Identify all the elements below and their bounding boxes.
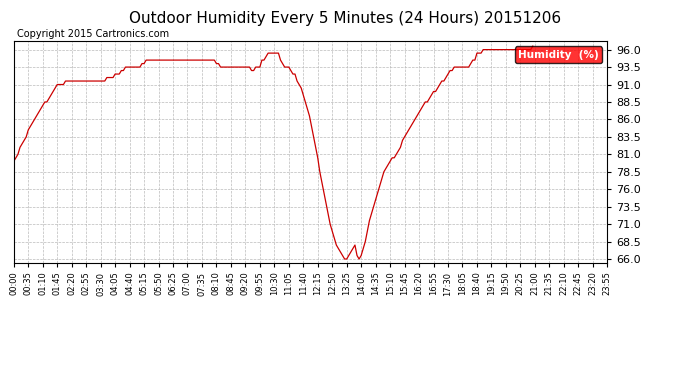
Text: Copyright 2015 Cartronics.com: Copyright 2015 Cartronics.com [17, 29, 169, 39]
Humidity  (%) [165, 58, 173, 62]
Humidity  (%) [10, 159, 18, 164]
Text: Outdoor Humidity Every 5 Minutes (24 Hours) 20151206: Outdoor Humidity Every 5 Minutes (24 Hou… [129, 11, 561, 26]
Humidity  (%) [423, 100, 431, 104]
Legend: Humidity  (%): Humidity (%) [515, 46, 602, 63]
Humidity  (%) [20, 138, 28, 142]
Humidity  (%) [375, 183, 384, 188]
Humidity  (%) [342, 257, 351, 261]
Humidity  (%) [518, 47, 526, 52]
Humidity  (%) [340, 257, 348, 261]
Humidity  (%) [529, 44, 537, 48]
Line: Humidity  (%): Humidity (%) [14, 46, 533, 259]
